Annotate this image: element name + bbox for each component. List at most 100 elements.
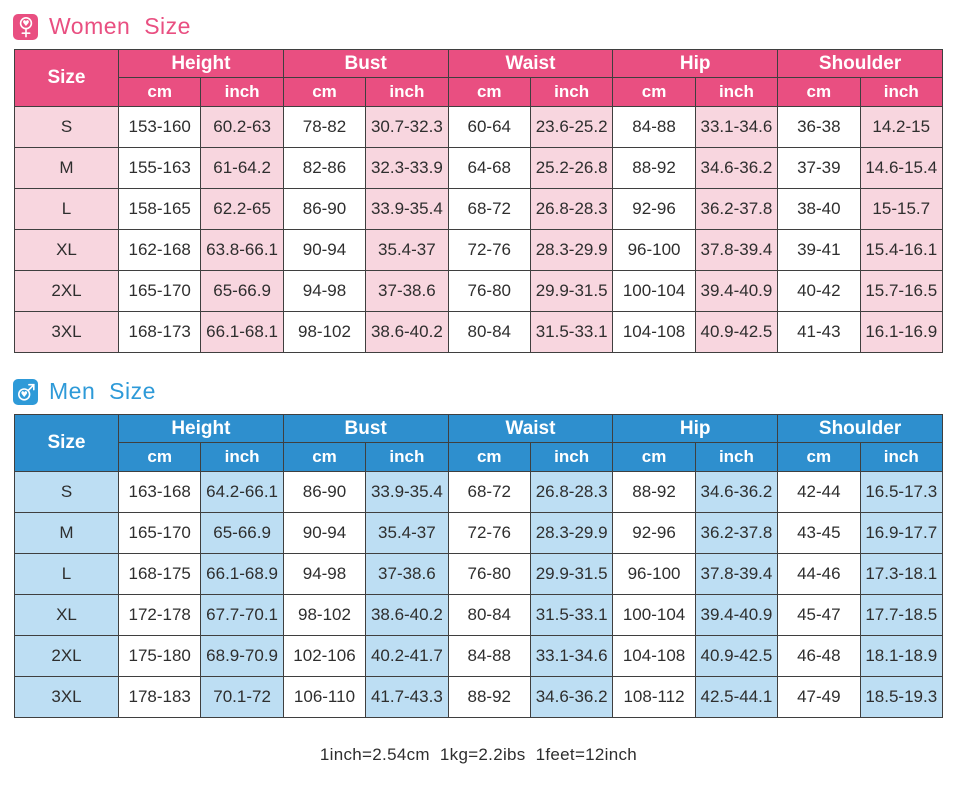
women-size-title-row: ♥ Women Size <box>13 13 957 40</box>
cell: 46-48 <box>777 635 861 677</box>
cell: 62.2-65 <box>200 188 284 230</box>
cell: 39.4-40.9 <box>694 594 779 636</box>
cell: 33.9-35.4 <box>365 188 449 230</box>
cell: 108-112 <box>612 676 696 718</box>
cell: 165-170 <box>117 270 202 312</box>
cell: 39-41 <box>777 229 861 271</box>
cell: 90-94 <box>282 229 367 271</box>
cell: 96-100 <box>612 553 696 595</box>
cell: 26.8-28.3 <box>529 188 614 230</box>
cell: 42.5-44.1 <box>694 676 779 718</box>
size-column-header: Size <box>14 49 119 107</box>
hip-group-header: Hip <box>612 414 779 443</box>
cell: 37.8-39.4 <box>694 553 779 595</box>
cell: 68.9-70.9 <box>200 635 284 677</box>
unit-header-cm: cm <box>447 77 531 107</box>
unit-header-inch: inch <box>200 77 284 107</box>
cell: 155-163 <box>117 147 202 189</box>
height-group-header: Height <box>118 414 284 443</box>
cell: 14.6-15.4 <box>859 147 944 189</box>
cell: 3XL <box>14 311 119 353</box>
unit-header-inch: inch <box>365 77 449 107</box>
cell: 78-82 <box>282 106 367 148</box>
unit-header-cm: cm <box>777 442 861 472</box>
cell: 84-88 <box>447 635 531 677</box>
cell: 17.3-18.1 <box>859 553 944 595</box>
svg-text:♥: ♥ <box>22 19 29 28</box>
cell: 72-76 <box>447 512 531 554</box>
cell: 29.9-31.5 <box>529 553 614 595</box>
cell: 100-104 <box>612 594 696 636</box>
table-row: 3XL 168-173 66.1-68.1 98-102 38.6-40.2 80-84 3… <box>14 311 944 353</box>
cell: 86-90 <box>282 188 367 230</box>
men-unit-header-row: cm inch cm inch cm inch cm inch cm inch <box>15 442 944 472</box>
cell: 65-66.9 <box>200 512 284 554</box>
cell: 15.4-16.1 <box>859 229 944 271</box>
cell: 37.8-39.4 <box>694 229 779 271</box>
cell: 45-47 <box>777 594 861 636</box>
cell: 14.2-15 <box>859 106 944 148</box>
cell: 36.2-37.8 <box>694 512 779 554</box>
cell: 153-160 <box>117 106 202 148</box>
unit-header-cm: cm <box>282 442 367 472</box>
table-row: M 155-163 61-64.2 82-86 32.3-33.9 64-68 25.2-2… <box>14 147 944 189</box>
cell: 88-92 <box>447 676 531 718</box>
cell: 163-168 <box>117 471 202 513</box>
cell: 104-108 <box>612 635 696 677</box>
cell: 40.9-42.5 <box>694 635 779 677</box>
cell: 44-46 <box>777 553 861 595</box>
women-unit-header-row: cm inch cm inch cm inch cm inch cm inch <box>15 77 944 107</box>
cell: 34.6-36.2 <box>694 471 779 513</box>
unit-header-inch: inch <box>365 442 449 472</box>
cell: 31.5-33.1 <box>529 311 614 353</box>
cell: 33.1-34.6 <box>529 635 614 677</box>
cell: 168-173 <box>117 311 202 353</box>
cell: 39.4-40.9 <box>694 270 779 312</box>
cell: 70.1-72 <box>200 676 284 718</box>
unit-header-inch: inch <box>694 442 779 472</box>
cell: 76-80 <box>447 553 531 595</box>
unit-header-cm: cm <box>777 77 861 107</box>
unit-header-inch: inch <box>694 77 779 107</box>
cell: 90-94 <box>282 512 367 554</box>
unit-header-inch: inch <box>529 442 614 472</box>
cell: 63.8-66.1 <box>200 229 284 271</box>
table-row: M 165-170 65-66.9 90-94 35.4-37 72-76 28.3-29.… <box>14 512 944 554</box>
cell: S <box>14 471 119 513</box>
unit-header-cm: cm <box>117 442 202 472</box>
table-row: 2XL 165-170 65-66.9 94-98 37-38.6 76-80 29.9-3… <box>14 270 944 312</box>
cell: 106-110 <box>282 676 367 718</box>
cell: 165-170 <box>117 512 202 554</box>
women-size-title: Women Size <box>49 13 191 39</box>
cell: 28.3-29.9 <box>529 229 614 271</box>
waist-group-header: Waist <box>447 49 614 78</box>
unit-header-cm: cm <box>447 442 531 472</box>
cell: 38-40 <box>777 188 861 230</box>
table-row: XL 162-168 63.8-66.1 90-94 35.4-37 72-76 28.3-… <box>14 229 944 271</box>
table-row: S 153-160 60.2-63 78-82 30.7-32.3 60-64 23.6-2… <box>14 106 944 148</box>
table-row: L 158-165 62.2-65 86-90 33.9-35.4 68-72 26.8-2… <box>14 188 944 230</box>
unit-header-inch: inch <box>859 77 944 107</box>
cell: 64-68 <box>447 147 531 189</box>
cell: 2XL <box>14 635 119 677</box>
female-symbol-glyph: ♥ <box>19 16 32 37</box>
cell: 104-108 <box>612 311 696 353</box>
cell: 32.3-33.9 <box>365 147 449 189</box>
cell: 40-42 <box>777 270 861 312</box>
cell: 82-86 <box>282 147 367 189</box>
cell: 18.1-18.9 <box>859 635 944 677</box>
female-symbol-icon: ♥ <box>13 13 38 40</box>
table-row: S 163-168 64.2-66.1 86-90 33.9-35.4 68-72 26.8… <box>14 471 944 513</box>
bust-group-header: Bust <box>282 49 449 78</box>
cell: 68-72 <box>447 471 531 513</box>
men-group-header-row: Size Height Bust Waist Hip Shoulder <box>14 414 943 472</box>
male-symbol-icon: ♥ <box>13 378 38 405</box>
table-row: L 168-175 66.1-68.9 94-98 37-38.6 76-80 29.9-3… <box>14 553 944 595</box>
cell: 60-64 <box>447 106 531 148</box>
cell: 15-15.7 <box>859 188 944 230</box>
waist-group-header: Waist <box>447 414 614 443</box>
cell: 60.2-63 <box>200 106 284 148</box>
cell: 102-106 <box>282 635 367 677</box>
cell: 98-102 <box>282 311 367 353</box>
cell: 23.6-25.2 <box>529 106 614 148</box>
